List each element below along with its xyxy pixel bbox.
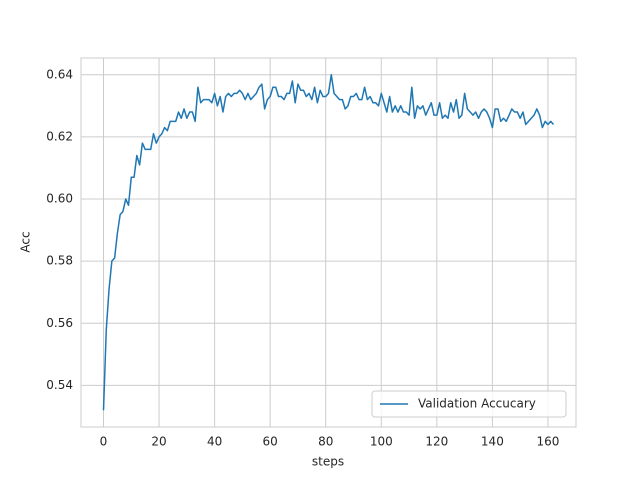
x-tick-label: 20 [151,435,166,449]
y-tick-label: 0.64 [46,67,73,81]
plot-area [80,57,577,428]
x-tick-label: 120 [425,435,448,449]
x-tick-label: 60 [263,435,278,449]
line [102,74,555,411]
legend-box [371,390,567,418]
y-axis-label: Acc [19,231,33,252]
y-tick-label: 0.56 [46,316,73,330]
y-tick-label: 0.54 [46,378,73,392]
x-tick-label: 140 [481,435,504,449]
x-tick-label: 0 [100,435,108,449]
x-tick-label: 100 [370,435,393,449]
y-tick-label: 0.62 [46,129,73,143]
legend-label: Validation Accucary [418,397,536,411]
x-tick-label: 160 [536,435,559,449]
x-axis-label: steps [312,455,344,469]
y-tick-label: 0.58 [46,254,73,268]
y-tick-label: 0.60 [46,192,73,206]
x-tick-label: 40 [207,435,222,449]
x-tick-label: 80 [318,435,333,449]
